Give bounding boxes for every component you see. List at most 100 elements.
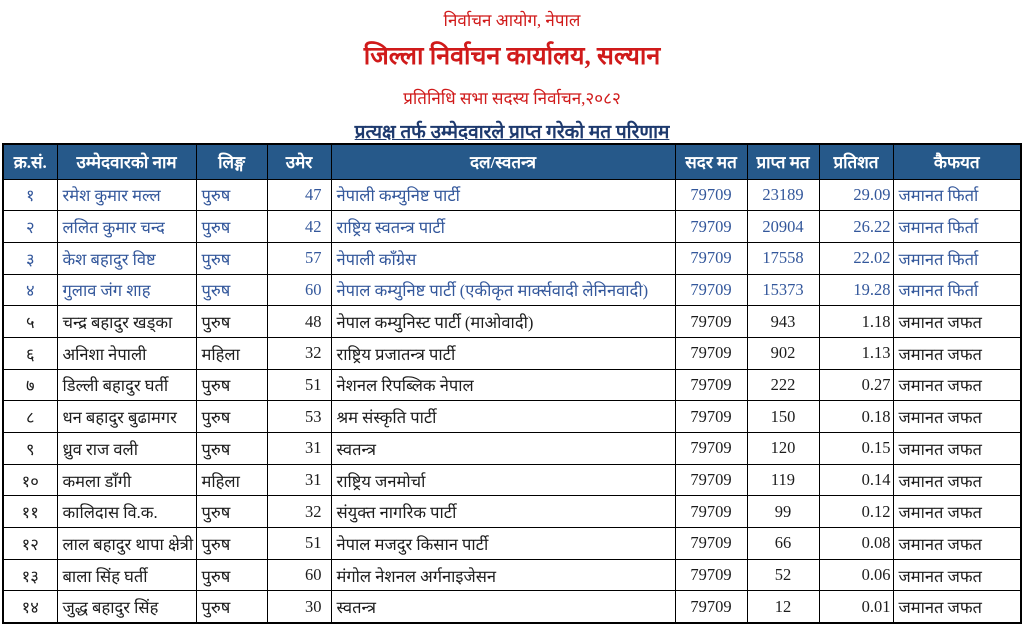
table-row: १३ बाला सिंह घर्ती पुरुष 60 मंगोल नेशनल … (2, 558, 1022, 592)
table-row: ६ अनिशा नेपाली महिला 32 राष्ट्रिय प्रजात… (2, 336, 1022, 370)
party-cell: राष्ट्रिय स्वतन्त्र पार्टी (330, 210, 676, 243)
percent-cell: 29.09 (818, 178, 894, 212)
age-cell: 60 (266, 273, 332, 307)
age-cell: 30 (266, 590, 332, 624)
remark-cell: जमानत फिर्ता (892, 241, 1022, 275)
col-header-received-votes: प्राप्त मत (746, 143, 820, 180)
gender-cell: पुरुष (195, 495, 268, 529)
col-header-gender: लिङ्ग (195, 143, 268, 180)
sn-cell: ५ (2, 305, 58, 338)
col-header-percentage: प्रतिशत (818, 143, 894, 180)
remark-cell: जमानत जफत (892, 527, 1022, 560)
received-votes-cell: 119 (746, 463, 820, 497)
candidate-name-cell: रमेश कुमार मल्ल (56, 178, 197, 212)
table-row: १४ जुद्ध बहादुर सिंह पुरुष 30 स्वतन्त्र … (2, 590, 1022, 624)
valid-votes-cell: 79709 (674, 558, 748, 592)
gender-cell: पुरुष (195, 305, 268, 338)
document-header: निर्वाचन आयोग, नेपाल जिल्ला निर्वाचन कार… (0, 0, 1024, 144)
candidate-name-cell: गुलाव जंग शाह (56, 273, 197, 307)
age-cell: 31 (266, 463, 332, 497)
gender-cell: पुरुष (195, 178, 268, 212)
party-cell: नेपाल कम्युनिस्ट पार्टी (माओवादी) (330, 305, 676, 338)
percent-cell: 1.13 (818, 336, 894, 370)
col-header-candidate-name: उम्मेदवारको नाम (56, 143, 197, 180)
candidate-name-cell: कमला डाँगी (56, 463, 197, 497)
gender-cell: पुरुष (195, 368, 268, 402)
party-cell: स्वतन्त्र (330, 432, 676, 465)
valid-votes-cell: 79709 (674, 336, 748, 370)
percent-cell: 0.06 (818, 558, 894, 592)
table-row: ८ धन बहादुर बुढामगर पुरुष 53 श्रम संस्कृ… (2, 400, 1022, 433)
valid-votes-cell: 79709 (674, 590, 748, 624)
remark-cell: जमानत जफत (892, 463, 1022, 497)
table-row: ५ चन्द्र बहादुर खड्का पुरुष 48 नेपाल कम्… (2, 305, 1022, 338)
gender-cell: पुरुष (195, 558, 268, 592)
valid-votes-cell: 79709 (674, 432, 748, 465)
percent-cell: 1.18 (818, 305, 894, 338)
age-cell: 32 (266, 336, 332, 370)
table-row: १० कमला डाँगी महिला 31 राष्ट्रिय जनमोर्च… (2, 463, 1022, 497)
party-cell: संयुक्त नागरिक पार्टी (330, 495, 676, 529)
percent-cell: 0.08 (818, 527, 894, 560)
table-row: ९ ध्रुव राज वली पुरुष 31 स्वतन्त्र 79709… (2, 432, 1022, 465)
sn-cell: २ (2, 210, 58, 243)
candidate-name-cell: लाल बहादुर थापा क्षेत्री (56, 527, 197, 560)
valid-votes-cell: 79709 (674, 495, 748, 529)
candidate-name-cell: जुद्ध बहादुर सिंह (56, 590, 197, 624)
col-header-serial-number: क्र.सं. (2, 143, 58, 180)
valid-votes-cell: 79709 (674, 210, 748, 243)
gender-cell: पुरुष (195, 400, 268, 433)
vote-results-table: क्र.सं. उम्मेदवारको नाम लिङ्ग उमेर दल/स्… (2, 143, 1022, 624)
remark-cell: जमानत जफत (892, 558, 1022, 592)
candidate-name-cell: ध्रुव राज वली (56, 432, 197, 465)
table-row: २ ललित कुमार चन्द पुरुष 42 राष्ट्रिय स्व… (2, 210, 1022, 243)
age-cell: 47 (266, 178, 332, 212)
col-header-remarks: कैफयत (892, 143, 1022, 180)
gender-cell: महिला (195, 336, 268, 370)
candidate-name-cell: केश बहादुर विष्ट (56, 241, 197, 275)
party-cell: श्रम संस्कृति पार्टी (330, 400, 676, 433)
received-votes-cell: 15373 (746, 273, 820, 307)
remark-cell: जमानत जफत (892, 590, 1022, 624)
received-votes-cell: 902 (746, 336, 820, 370)
received-votes-cell: 20904 (746, 210, 820, 243)
sn-cell: १३ (2, 558, 58, 592)
party-cell: स्वतन्त्र (330, 590, 676, 624)
age-cell: 31 (266, 432, 332, 465)
received-votes-cell: 23189 (746, 178, 820, 212)
remark-cell: जमानत जफत (892, 368, 1022, 402)
candidate-name-cell: कालिदास वि.क. (56, 495, 197, 529)
valid-votes-cell: 79709 (674, 178, 748, 212)
received-votes-cell: 52 (746, 558, 820, 592)
remark-cell: जमानत जफत (892, 305, 1022, 338)
sn-cell: ३ (2, 241, 58, 275)
sn-cell: १० (2, 463, 58, 497)
received-votes-cell: 66 (746, 527, 820, 560)
sn-cell: ७ (2, 368, 58, 402)
party-cell: राष्ट्रिय प्रजातन्त्र पार्टी (330, 336, 676, 370)
party-cell: नेपाल कम्युनिष्ट पार्टी (एकीकृत मार्क्सव… (330, 273, 676, 307)
age-cell: 42 (266, 210, 332, 243)
valid-votes-cell: 79709 (674, 368, 748, 402)
valid-votes-cell: 79709 (674, 241, 748, 275)
sn-cell: ६ (2, 336, 58, 370)
percent-cell: 0.12 (818, 495, 894, 529)
age-cell: 32 (266, 495, 332, 529)
valid-votes-cell: 79709 (674, 400, 748, 433)
gender-cell: महिला (195, 463, 268, 497)
percent-cell: 19.28 (818, 273, 894, 307)
party-cell: नेपाली काँग्रेस (330, 241, 676, 275)
valid-votes-cell: 79709 (674, 273, 748, 307)
percent-cell: 26.22 (818, 210, 894, 243)
table-row: ७ डिल्ली बहादुर घर्ती पुरुष 51 नेशनल रिप… (2, 368, 1022, 402)
commission-title: निर्वाचन आयोग, नेपाल (443, 11, 581, 30)
sn-cell: ११ (2, 495, 58, 529)
gender-cell: पुरुष (195, 241, 268, 275)
age-cell: 60 (266, 558, 332, 592)
remark-cell: जमानत जफत (892, 400, 1022, 433)
sn-cell: १ (2, 178, 58, 212)
received-votes-cell: 99 (746, 495, 820, 529)
candidate-name-cell: डिल्ली बहादुर घर्ती (56, 368, 197, 402)
age-cell: 51 (266, 527, 332, 560)
